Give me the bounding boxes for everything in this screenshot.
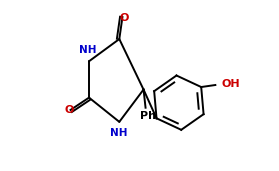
Text: OH: OH bbox=[222, 79, 240, 89]
Text: NH: NH bbox=[79, 45, 97, 55]
Text: NH: NH bbox=[110, 128, 127, 138]
Text: O: O bbox=[120, 13, 129, 23]
Text: Ph: Ph bbox=[140, 111, 156, 121]
Text: O: O bbox=[65, 105, 74, 115]
